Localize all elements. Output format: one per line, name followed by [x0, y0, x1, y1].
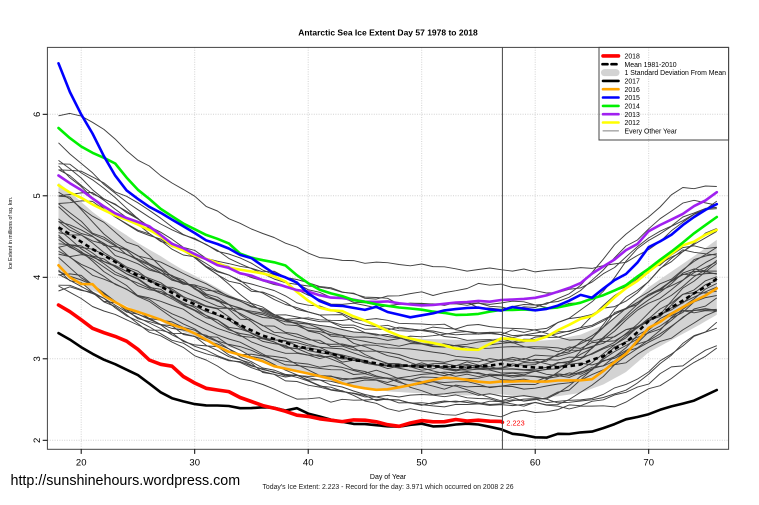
- svg-text:20: 20: [76, 458, 87, 469]
- svg-text:5: 5: [32, 193, 43, 198]
- svg-text:Ice Extent in millions of sq.: Ice Extent in millions of sq. km.: [8, 197, 14, 270]
- svg-text:2013: 2013: [625, 112, 640, 119]
- svg-text:30: 30: [189, 458, 200, 469]
- svg-text:70: 70: [643, 458, 654, 469]
- svg-text:2.223: 2.223: [506, 418, 524, 427]
- svg-text:4: 4: [32, 275, 43, 280]
- svg-text:2014: 2014: [625, 104, 640, 111]
- svg-text:Day of Year: Day of Year: [370, 474, 407, 481]
- svg-text:http://sunshinehours.wordpress: http://sunshinehours.wordpress.com: [11, 473, 241, 489]
- svg-text:2: 2: [32, 438, 43, 443]
- svg-text:40: 40: [303, 458, 314, 469]
- svg-text:1 Standard Deviation From Mean: 1 Standard Deviation From Mean: [625, 70, 727, 77]
- svg-text:2018: 2018: [625, 54, 640, 61]
- svg-text:Every Other Year: Every Other Year: [625, 129, 678, 136]
- svg-text:Mean 1981-2010: Mean 1981-2010: [625, 62, 677, 69]
- svg-text:Antarctic Sea Ice Extent Day 5: Antarctic Sea Ice Extent Day 57 1978 to …: [298, 28, 478, 38]
- svg-text:60: 60: [530, 458, 541, 469]
- svg-text:6: 6: [32, 112, 43, 117]
- svg-text:3: 3: [32, 356, 43, 361]
- svg-text:2015: 2015: [625, 95, 640, 102]
- svg-text:2016: 2016: [625, 87, 640, 94]
- svg-text:Today's Ice Extent: 2.223 - R: Today's Ice Extent: 2.223 - Record for t…: [262, 484, 513, 491]
- svg-text:2012: 2012: [625, 120, 640, 127]
- svg-text:50: 50: [416, 458, 427, 469]
- svg-text:2017: 2017: [625, 79, 640, 86]
